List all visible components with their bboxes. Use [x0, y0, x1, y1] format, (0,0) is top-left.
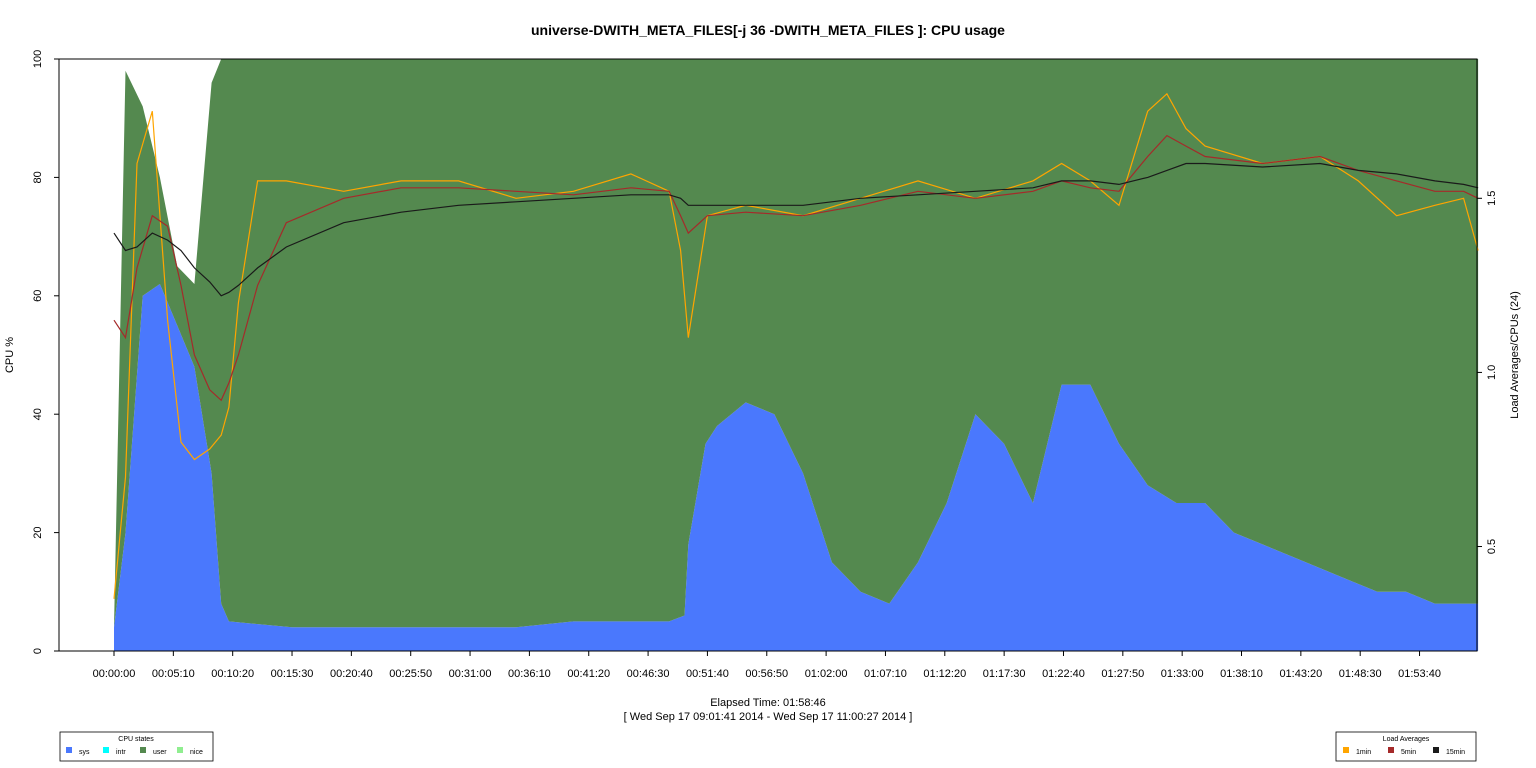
cpu-legend-swatch-user	[140, 747, 146, 753]
cpu-legend-label-nice: nice	[190, 749, 203, 756]
load-averages-legend-box	[1335, 731, 1477, 762]
x-tick-label: 01:33:00	[1161, 668, 1204, 680]
x-tick-label: 01:53:40	[1398, 668, 1441, 680]
load-averages-legend-title: Load Averages	[1383, 736, 1430, 743]
load-legend-label-15min: 15min	[1446, 749, 1465, 756]
cpu-legend-label-intr: intr	[116, 749, 126, 756]
y-right-tick-label: 1.5	[1486, 191, 1498, 206]
line-5min	[113, 134, 1479, 402]
load-average-lines	[113, 92, 1479, 599]
load-legend-label-5min: 5min	[1401, 749, 1416, 756]
x-tick-label: 01:38:10	[1220, 668, 1263, 680]
load-legend-swatch-15min	[1433, 747, 1439, 753]
load-averages-legend: Load Averages 1min 5min 15min	[1335, 731, 1477, 762]
x-tick-label: 01:22:40	[1042, 668, 1085, 680]
cpu-legend-swatch-sys	[66, 747, 72, 753]
plot-frame	[58, 58, 1478, 652]
x-tick-label: 00:25:50	[389, 668, 432, 680]
y-tick-label: 100	[32, 50, 44, 68]
x-tick-label: 01:43:20	[1279, 668, 1322, 680]
y-right-tick-label: 0.5	[1486, 539, 1498, 554]
x-tick-label: 01:07:10	[864, 668, 907, 680]
x-tick-label: 00:00:00	[93, 668, 136, 680]
chart-title: universe-DWITH_META_FILES[-j 36 -DWITH_M…	[531, 22, 1005, 38]
x-tick-label: 00:05:10	[152, 668, 195, 680]
line-1min	[113, 92, 1479, 599]
cpu-states-legend-title: CPU states	[118, 736, 154, 743]
y-axis-label: CPU %	[4, 337, 16, 373]
y-tick-label: 0	[32, 648, 44, 654]
x-axis-sublabel: [ Wed Sep 17 09:01:41 2014 - Wed Sep 17 …	[624, 711, 913, 723]
area-user	[114, 59, 1479, 628]
x-tick-label: 01:12:20	[923, 668, 966, 680]
cpu-legend-swatch-nice	[177, 747, 183, 753]
y-tick-label: 40	[32, 408, 44, 420]
x-tick-label: 00:15:30	[271, 668, 314, 680]
cpu-states-legend: CPU states sys intr user nice	[59, 731, 214, 762]
x-tick-label: 01:02:00	[805, 668, 848, 680]
y-axis-right-label: Load Averages/CPUs (24)	[1509, 291, 1521, 419]
load-legend-swatch-1min	[1343, 747, 1349, 753]
y-right-tick-label: 1.0	[1486, 365, 1498, 380]
y-axis-right: 0.5 1.0 1.5	[1477, 191, 1498, 554]
x-tick-label: 00:10:20	[211, 668, 254, 680]
x-axis: 00:00:00 00:05:10 00:10:20 00:15:30 00:20:40…	[93, 651, 1441, 680]
x-axis-label: Elapsed Time: 01:58:46	[710, 697, 826, 709]
cpu-legend-label-user: user	[153, 749, 167, 756]
cpu-legend-swatch-intr	[103, 747, 109, 753]
load-legend-label-1min: 1min	[1356, 749, 1371, 756]
x-tick-label: 00:56:50	[745, 668, 788, 680]
x-tick-label: 00:46:30	[627, 668, 670, 680]
y-tick-label: 20	[32, 526, 44, 538]
x-tick-label: 01:48:30	[1339, 668, 1382, 680]
cpu-legend-label-sys: sys	[79, 749, 90, 756]
x-tick-label: 00:36:10	[508, 668, 551, 680]
x-tick-label: 00:20:40	[330, 668, 373, 680]
x-tick-label: 01:27:50	[1101, 668, 1144, 680]
load-legend-swatch-5min	[1388, 747, 1394, 753]
x-tick-label: 00:41:20	[567, 668, 610, 680]
cpu-state-areas	[114, 59, 1479, 651]
cpu-states-legend-box	[59, 731, 214, 762]
x-tick-label: 01:17:30	[983, 668, 1026, 680]
y-tick-label: 60	[32, 290, 44, 302]
line-15min	[113, 162, 1479, 297]
x-tick-label: 00:51:40	[686, 668, 729, 680]
y-tick-label: 80	[32, 171, 44, 183]
x-tick-label: 00:31:00	[449, 668, 492, 680]
y-axis-left: 0 20 40 60 80 100	[32, 50, 59, 654]
area-sys	[114, 284, 1479, 651]
